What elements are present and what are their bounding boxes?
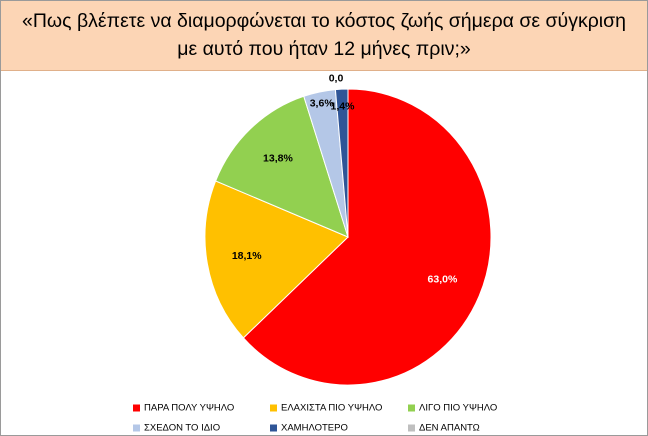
pie-slice [242, 88, 492, 386]
data-label: 18,1% [232, 250, 262, 262]
legend-label: ΣΧΕΔΟΝ ΤΟ ΙΔΙΟ [144, 423, 220, 434]
chart-title: «Πως βλέπετε να διαμορφώνεται το κόστος … [1, 1, 647, 71]
data-label: 63,0% [428, 273, 458, 285]
data-label: 0,0 [329, 72, 344, 84]
legend-label: ΧΑΜΗΛΟΤΕΡΟ [281, 423, 348, 434]
legend-label: ΕΛΑΧΙΣΤΑ ΠΙΟ ΥΨΗΛΟ [281, 403, 382, 414]
legend-swatch [133, 424, 140, 432]
pie-slice [204, 180, 349, 339]
legend-label: ΛΙΓΟ ΠΙΟ ΥΨΗΛΟ [419, 403, 497, 414]
data-label: 13,8% [263, 153, 293, 165]
legend-swatch [270, 424, 277, 432]
legend-swatch [408, 404, 415, 412]
data-label: 3,6% [310, 97, 335, 109]
data-label: 1,4% [330, 101, 355, 113]
legend-swatch [270, 404, 277, 412]
legend-label: ΔΕΝ ΑΠΑΝΤΩ [419, 423, 480, 434]
legend-swatch [408, 424, 415, 432]
pie-slice [334, 88, 349, 238]
legend-label: ΠΑΡΑ ΠΟΛΥ ΥΨΗΛΟ [144, 403, 234, 414]
legend-swatch [133, 404, 140, 412]
pie-slice [215, 95, 349, 238]
